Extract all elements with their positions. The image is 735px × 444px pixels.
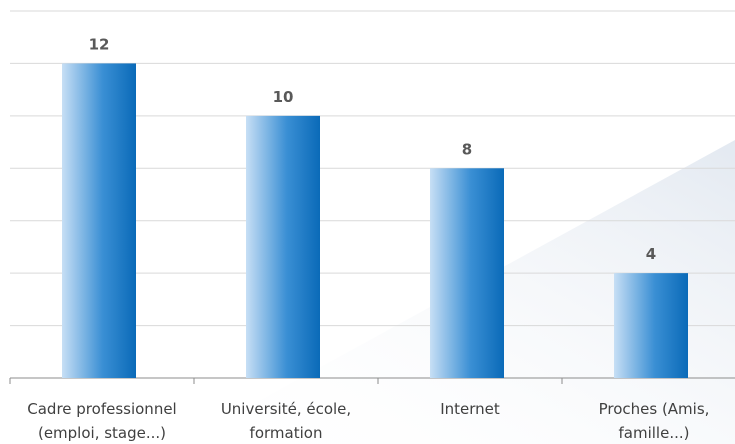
category-label: Proches (Amis, famille...) <box>599 400 710 442</box>
category-label-line: famille...) <box>619 424 690 442</box>
category-label-line: formation <box>250 424 323 442</box>
category-label-line: Proches (Amis, <box>599 400 710 418</box>
category-label-line: Université, école, <box>221 400 351 418</box>
data-label: 8 <box>462 140 472 158</box>
category-label-line: Internet <box>440 400 500 418</box>
category-label: Cadre professionnel (emploi, stage...) <box>27 400 176 442</box>
bars <box>62 63 688 379</box>
category-labels: Cadre professionnel (emploi, stage...) Uni… <box>27 400 709 442</box>
data-label: 10 <box>273 88 294 106</box>
category-label: Internet <box>440 400 500 418</box>
category-label-line: (emploi, stage...) <box>38 424 166 442</box>
bar <box>430 168 504 378</box>
bar <box>62 63 136 379</box>
category-label: Université, école, formation <box>221 400 351 442</box>
bar <box>246 115 320 378</box>
data-label: 4 <box>646 245 656 263</box>
data-label: 12 <box>89 35 110 53</box>
category-label-line: Cadre professionnel <box>27 400 176 418</box>
bar <box>614 273 688 378</box>
data-labels: 12 10 8 4 <box>89 35 657 263</box>
